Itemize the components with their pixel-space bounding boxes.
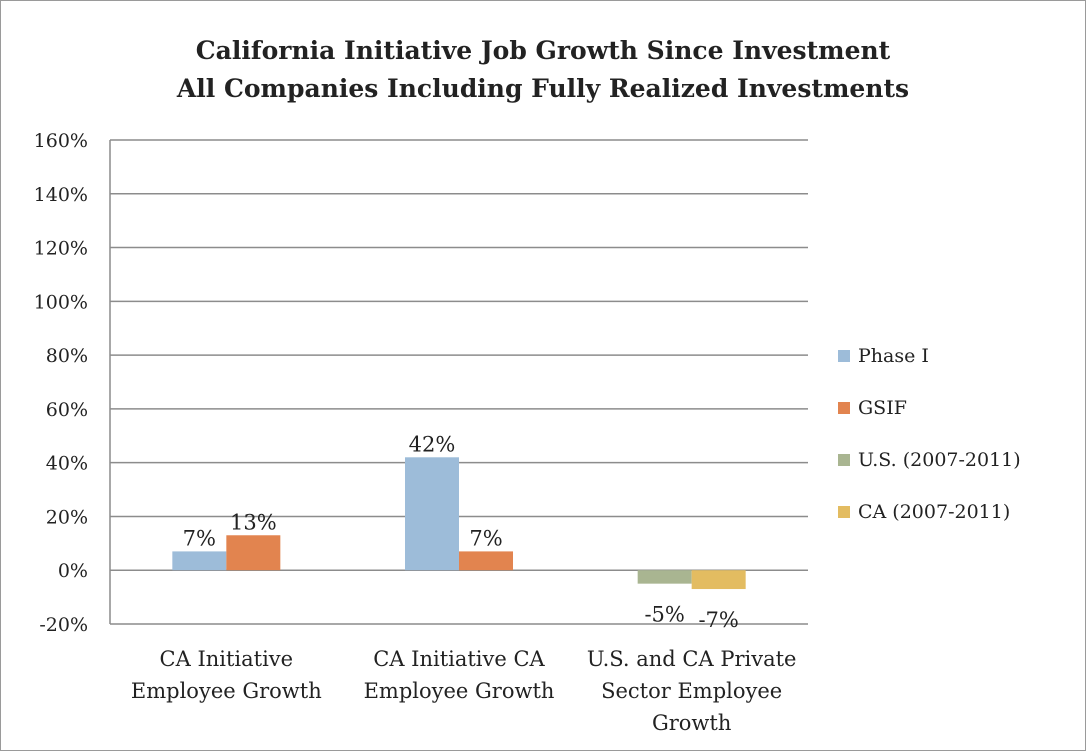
legend-swatch	[838, 401, 850, 414]
legend-label: GSIF	[858, 396, 907, 419]
x-axis-category-labels: CA Initiative Employee Growth CA Initiativ…	[131, 647, 797, 735]
x-category-label: CA Initiative CA	[373, 647, 545, 671]
x-category-label: U.S. and CA Private	[587, 647, 797, 671]
x-category-label: Sector Employee	[601, 679, 782, 703]
chart-title-line-1: California Initiative Job Growth Since I…	[195, 36, 891, 65]
y-axis-tick-labels: -20% 0% 20% 40% 60% 80% 100% 120% 140% 160%	[34, 130, 88, 636]
data-labels: 7% 13% 42% 7% -5% -7%	[183, 432, 739, 632]
data-label: 42%	[409, 432, 456, 456]
x-category-label: Growth	[652, 711, 731, 735]
bars	[172, 457, 746, 590]
x-category-label: Employee Growth	[131, 679, 322, 703]
y-tick-label: 20%	[46, 506, 88, 528]
legend-item: GSIF	[838, 394, 1021, 421]
x-category-label: Employee Growth	[364, 679, 555, 703]
bar	[226, 535, 281, 571]
legend-swatch	[838, 505, 850, 518]
y-tick-label: 120%	[34, 238, 88, 260]
data-label: 13%	[230, 510, 277, 534]
y-tick-label: 80%	[46, 345, 88, 367]
y-tick-label: 0%	[58, 560, 88, 582]
y-tick-label: 40%	[46, 453, 88, 475]
chart-title: California Initiative Job Growth Since I…	[0, 32, 1086, 108]
bar	[691, 570, 746, 590]
y-tick-label: -20%	[39, 614, 88, 636]
legend-item: CA (2007-2011)	[838, 498, 1021, 525]
y-tick-label: 60%	[46, 399, 88, 421]
data-label: 7%	[183, 526, 216, 550]
bar	[637, 570, 692, 584]
y-tick-label: 100%	[34, 291, 88, 313]
data-label: 7%	[469, 526, 502, 550]
chart-subtitle: All Companies Including Fully Realized I…	[176, 74, 910, 103]
bar	[459, 551, 513, 571]
bar	[172, 551, 227, 571]
legend-swatch	[838, 453, 850, 466]
x-category-label: CA Initiative	[160, 647, 294, 671]
legend-label: CA (2007-2011)	[858, 500, 1011, 523]
legend-label: U.S. (2007-2011)	[858, 448, 1021, 471]
legend: Phase I GSIF U.S. (2007-2011) CA (2007-2011…	[838, 342, 1021, 550]
data-label: -7%	[698, 608, 738, 632]
y-tick-label: 140%	[34, 184, 88, 206]
bar	[405, 457, 459, 571]
y-tick-label: 160%	[34, 130, 88, 152]
legend-item: Phase I	[838, 342, 1021, 369]
legend-swatch	[838, 349, 850, 362]
data-label: -5%	[644, 603, 684, 627]
legend-label: Phase I	[858, 344, 929, 367]
legend-item: U.S. (2007-2011)	[838, 446, 1021, 473]
